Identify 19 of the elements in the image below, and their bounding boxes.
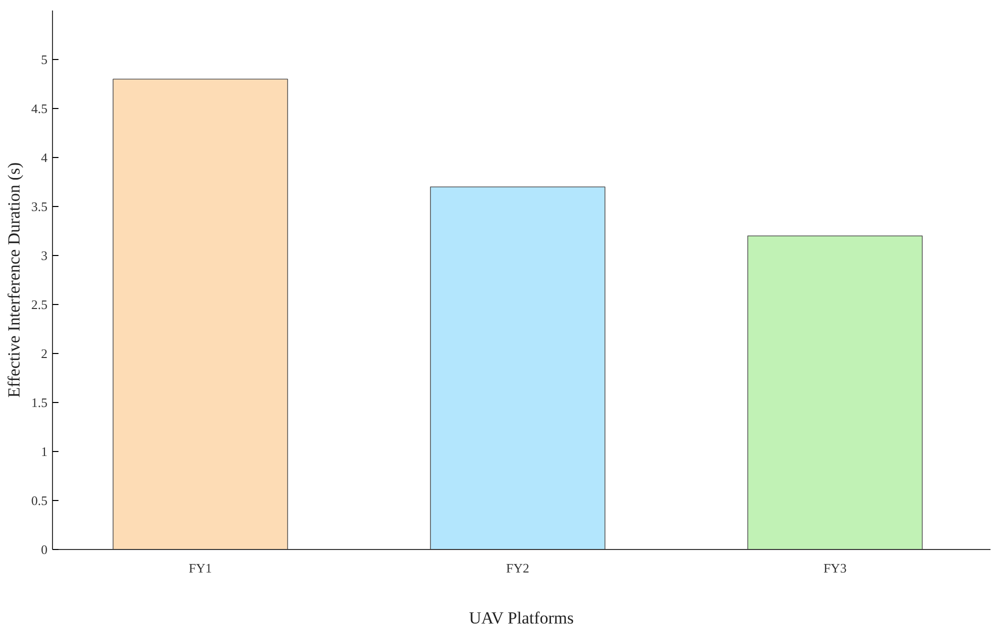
y-tick-label: 0.5 (31, 493, 48, 508)
y-axis-title: Effective Interference Duration (s) (4, 162, 24, 398)
bar (112, 78, 288, 550)
x-tick-label: FY2 (506, 560, 530, 576)
y-tick-label: 4.5 (31, 101, 48, 116)
bar (430, 186, 606, 550)
bar (747, 236, 923, 550)
y-tick-label: 3.5 (31, 199, 48, 214)
x-axis-title: UAV Platforms (469, 608, 574, 628)
y-tick-label: 4 (41, 150, 48, 165)
y-tick-label: 1.5 (31, 395, 48, 410)
x-tick-label: FY3 (823, 560, 847, 576)
y-tick-label: 0 (41, 542, 48, 557)
y-tick-label: 2 (41, 346, 48, 361)
y-tick-label: 3 (41, 248, 48, 263)
y-tick-label: 5 (41, 52, 48, 67)
y-tick-label: 2.5 (31, 297, 48, 312)
x-tick-label: FY1 (188, 560, 212, 576)
y-tick-label: 1 (41, 444, 48, 459)
